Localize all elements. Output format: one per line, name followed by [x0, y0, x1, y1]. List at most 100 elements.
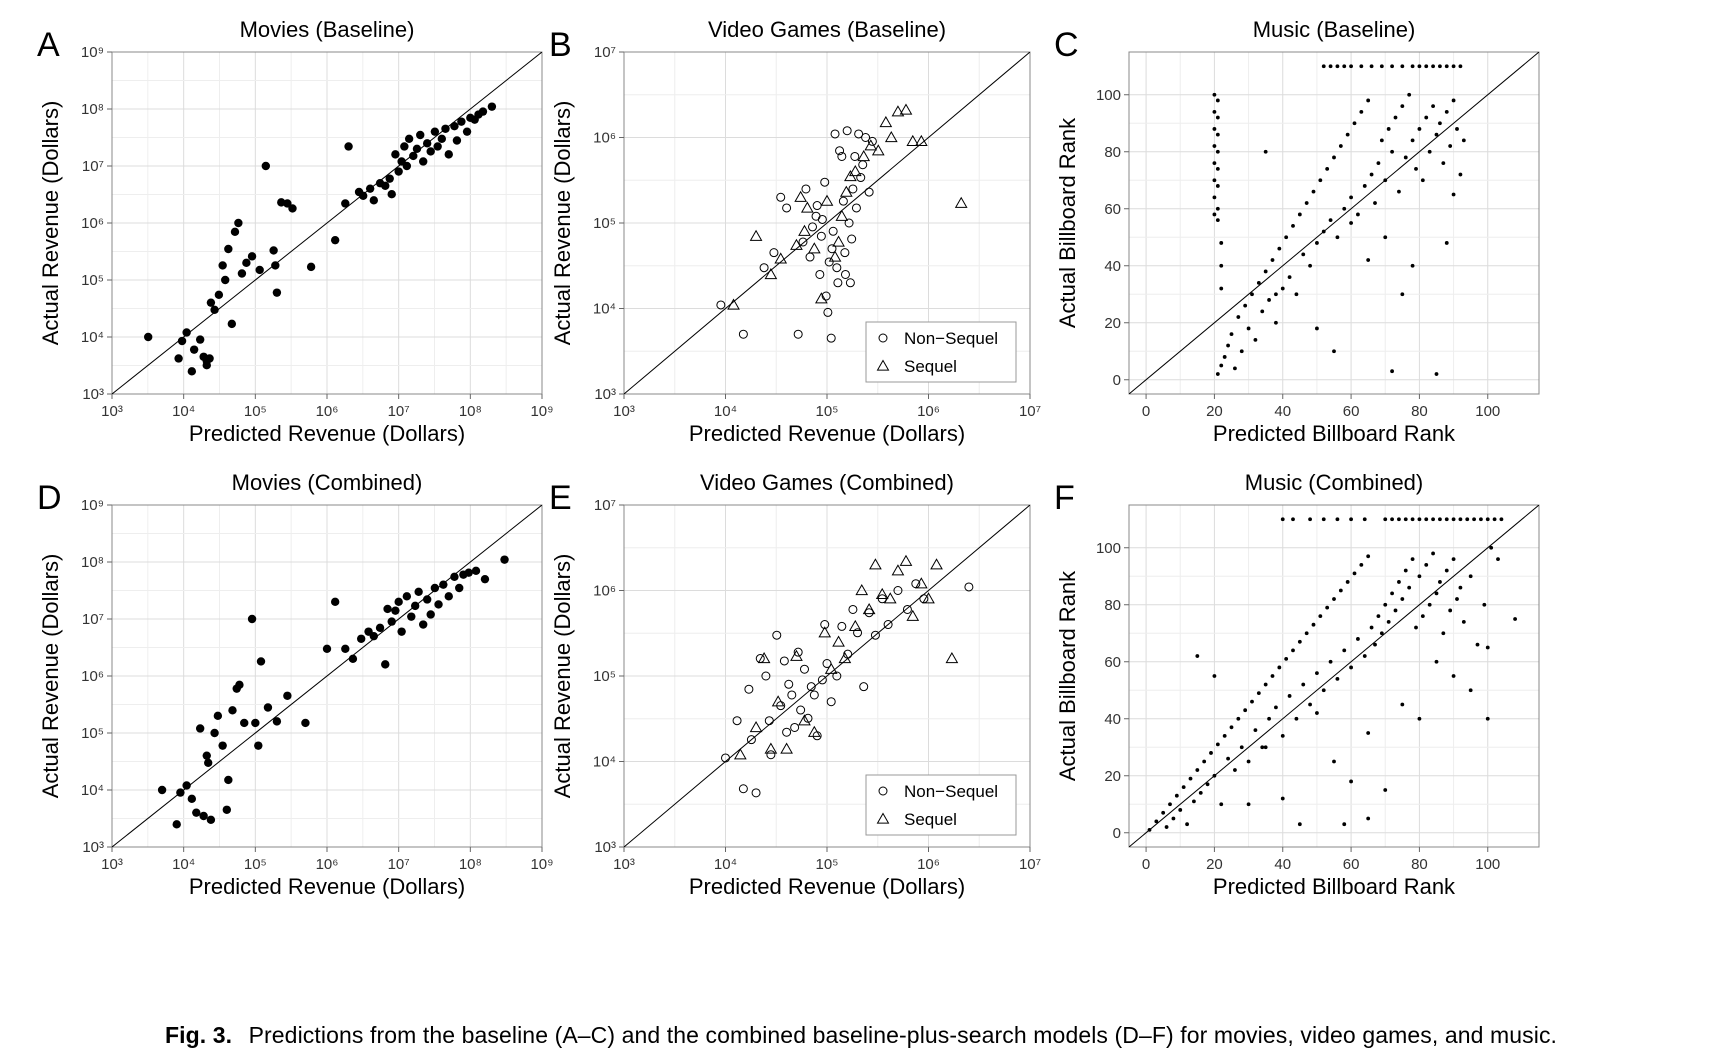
- data-point: [1212, 212, 1217, 217]
- data-point: [1219, 263, 1224, 268]
- data-point: [1260, 309, 1265, 314]
- data-point: [759, 263, 769, 273]
- data-point: [437, 134, 447, 144]
- data-point: [837, 621, 847, 631]
- data-point: [817, 675, 827, 685]
- data-point: [1431, 517, 1435, 522]
- x-tick-label: 10⁹: [530, 856, 553, 873]
- data-point: [793, 329, 803, 339]
- y-axis-label: Actual Billboard Rank: [1055, 570, 1080, 781]
- y-tick-label: 10³: [594, 839, 616, 856]
- data-point: [733, 748, 747, 760]
- data-point: [1397, 189, 1401, 194]
- data-point: [1356, 212, 1360, 217]
- reference-line: [624, 52, 1030, 394]
- data-point: [771, 695, 785, 707]
- data-point: [1315, 671, 1319, 676]
- data-point: [1485, 645, 1490, 650]
- data-point: [906, 609, 920, 621]
- data-point: [807, 242, 821, 254]
- data-point: [1369, 172, 1374, 177]
- data-point: [870, 630, 880, 640]
- data-point: [779, 656, 789, 666]
- data-points: [721, 554, 974, 798]
- x-tick-label: 10⁸: [459, 403, 482, 420]
- data-point: [815, 269, 825, 279]
- data-point: [1434, 591, 1439, 596]
- x-tick-label: 10³: [613, 403, 635, 420]
- data-point: [487, 102, 497, 111]
- data-point: [899, 103, 913, 115]
- x-tick-label: 10⁵: [244, 403, 267, 420]
- y-tick-label: 0: [1113, 372, 1121, 389]
- data-point: [757, 652, 771, 664]
- x-tick-label: 10⁸: [459, 856, 482, 873]
- data-point: [1185, 822, 1189, 827]
- data-point: [344, 142, 353, 151]
- axes: 10³ 10⁴ 10⁵ 10⁶ 10⁷ 10³ 10⁴ 10⁵ 10⁶ 10⁷: [593, 497, 1041, 873]
- panel-a: 10³ 10⁴ 10⁵ 10⁶ 10⁷ 10⁸ 10⁹ 10³ 10⁴ 10⁵ 10⁶ 10⁷ 10⁸ 1…: [37, 17, 554, 446]
- data-point: [272, 717, 282, 726]
- data-point: [1417, 716, 1422, 721]
- data-point: [1400, 702, 1405, 707]
- data-point: [224, 775, 233, 785]
- data-point: [1297, 822, 1302, 827]
- data-point: [1373, 642, 1377, 647]
- x-tick-label: 10³: [101, 403, 123, 420]
- data-point: [1325, 166, 1330, 171]
- data-point: [1215, 132, 1220, 137]
- data-point: [864, 139, 878, 151]
- data-point: [840, 248, 850, 258]
- data-point: [1270, 674, 1275, 678]
- data-point: [835, 209, 849, 221]
- data-point: [1287, 694, 1292, 698]
- data-point: [422, 139, 432, 148]
- data-point: [1366, 258, 1371, 262]
- data-point: [1485, 517, 1490, 522]
- data-point: [1342, 64, 1347, 69]
- data-point: [780, 742, 793, 754]
- data-point: [1444, 64, 1449, 69]
- data-point: [764, 716, 774, 726]
- data-point: [1390, 591, 1394, 596]
- data-point: [1383, 788, 1388, 792]
- x-tick-label: 60: [1343, 856, 1360, 873]
- data-point: [1379, 631, 1384, 636]
- data-points: [1147, 517, 1517, 832]
- data-point: [182, 328, 191, 337]
- data-point: [1239, 745, 1244, 750]
- x-tick-label: 40: [1274, 403, 1291, 420]
- data-point: [1414, 625, 1418, 630]
- data-point: [189, 345, 199, 354]
- legend-marker-circle: [878, 786, 888, 796]
- data-point: [893, 586, 903, 595]
- data-point: [1342, 648, 1347, 653]
- data-point: [1209, 751, 1213, 755]
- y-tick-label: 40: [1104, 258, 1121, 275]
- data-point: [1424, 517, 1429, 522]
- data-point: [426, 610, 435, 619]
- data-point: [1243, 708, 1248, 713]
- data-point: [798, 714, 811, 726]
- data-point: [817, 214, 827, 224]
- data-point: [1236, 716, 1241, 721]
- data-point: [922, 592, 935, 604]
- data-point: [1321, 517, 1326, 522]
- data-point: [1369, 625, 1374, 630]
- data-point: [749, 229, 763, 241]
- data-point: [1424, 115, 1429, 120]
- data-point: [716, 300, 726, 310]
- data-point: [1455, 127, 1459, 131]
- y-tick-label: 10⁸: [81, 554, 104, 571]
- data-point: [1397, 517, 1401, 522]
- data-point: [930, 558, 943, 570]
- data-point: [1147, 828, 1152, 832]
- data-point: [859, 682, 869, 692]
- data-point: [1256, 280, 1261, 285]
- data-point: [850, 151, 860, 161]
- x-axis-label: Predicted Revenue (Dollars): [689, 421, 965, 446]
- y-tick-label: 10⁴: [81, 782, 104, 799]
- data-point: [820, 177, 830, 187]
- data-point: [450, 572, 459, 581]
- data-point: [764, 742, 778, 754]
